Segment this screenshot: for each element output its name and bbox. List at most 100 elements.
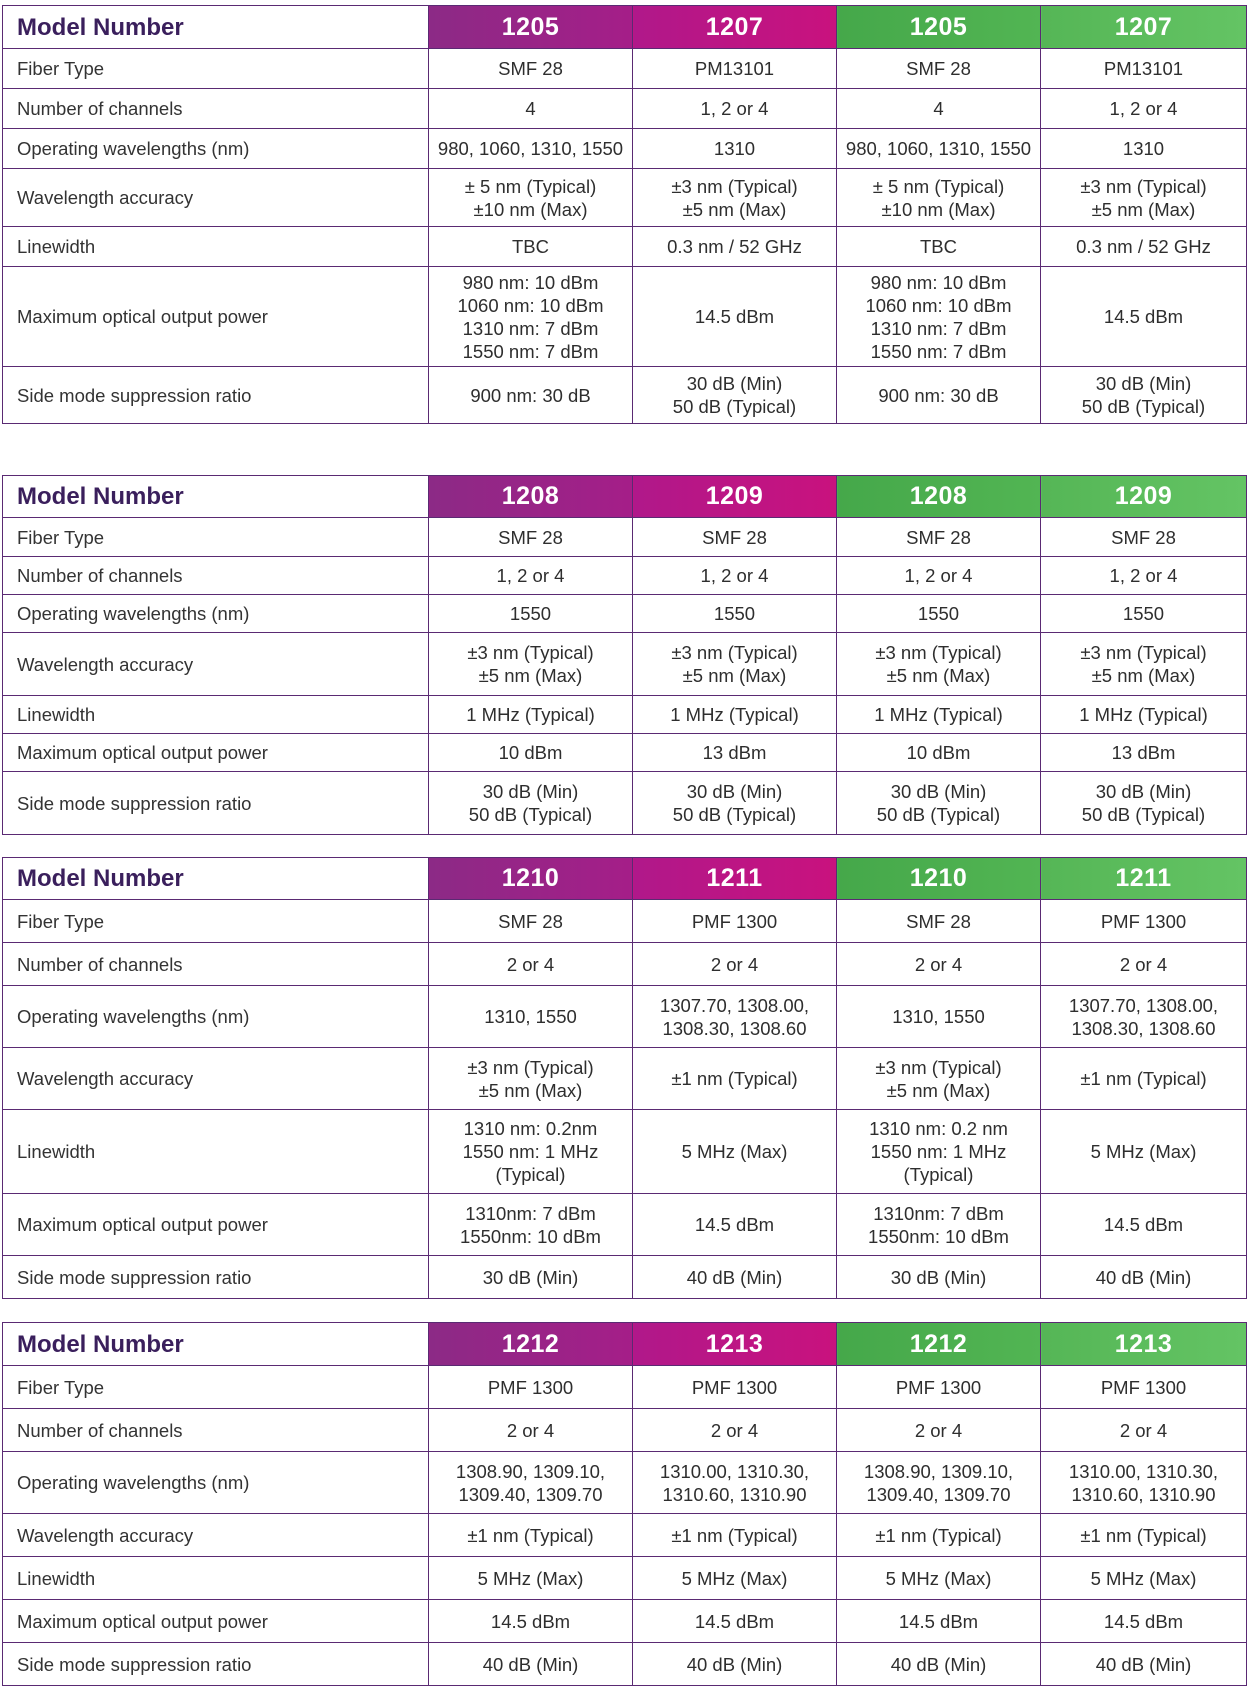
table-cell: PMF 1300 <box>836 1365 1041 1409</box>
table-cell: SMF 28 <box>428 517 633 557</box>
table-cell: 30 dB (Min) 50 dB (Typical) <box>428 771 633 835</box>
table-cell: 1310nm: 7 dBm 1550nm: 10 dBm <box>428 1193 633 1256</box>
row-label: Operating wavelengths (nm) <box>2 985 429 1048</box>
row-label: Maximum optical output power <box>2 266 429 367</box>
table-cell: 1, 2 or 4 <box>1040 88 1247 129</box>
row-label: Fiber Type <box>2 48 429 89</box>
model-header-cell: 1209 <box>1040 475 1247 518</box>
table-row: Fiber Type SMF 28 PM13101 SMF 28 PM13101 <box>2 48 1247 89</box>
table-cell: ±1 nm (Typical) <box>1040 1513 1247 1557</box>
model-header-cell: 1212 <box>836 1322 1041 1366</box>
table-cell: ±3 nm (Typical) ±5 nm (Max) <box>836 632 1041 696</box>
table-row: Wavelength accuracy ±3 nm (Typical) ±5 n… <box>2 632 1247 696</box>
table-cell: 14.5 dBm <box>632 1599 837 1643</box>
table-cell: SMF 28 <box>632 517 837 557</box>
table-cell: PMF 1300 <box>1040 899 1247 943</box>
table-cell: 5 MHz (Max) <box>1040 1109 1247 1194</box>
table-cell: ±3 nm (Typical) ±5 nm (Max) <box>632 168 837 227</box>
table-cell: 5 MHz (Max) <box>632 1556 837 1600</box>
table-row: Number of channels 1, 2 or 4 1, 2 or 4 1… <box>2 556 1247 595</box>
table-cell: 14.5 dBm <box>1040 1193 1247 1256</box>
model-header-cell: 1207 <box>632 5 837 49</box>
table-cell: PMF 1300 <box>632 1365 837 1409</box>
row-label: Linewidth <box>2 1109 429 1194</box>
table-cell: 1310 <box>1040 128 1247 169</box>
model-header-cell: 1208 <box>428 475 633 518</box>
table-cell: 4 <box>836 88 1041 129</box>
table-cell: 40 dB (Min) <box>428 1642 633 1686</box>
table-cell: ±1 nm (Typical) <box>428 1513 633 1557</box>
table-cell: TBC <box>428 226 633 267</box>
table-cell: 30 dB (Min) 50 dB (Typical) <box>632 771 837 835</box>
table-cell: ±3 nm (Typical) ±5 nm (Max) <box>1040 632 1247 696</box>
table-cell: SMF 28 <box>836 48 1041 89</box>
table-cell: 30 dB (Min) <box>836 1255 1041 1299</box>
table-row: Maximum optical output power 14.5 dBm 14… <box>2 1599 1247 1643</box>
table-cell: 1, 2 or 4 <box>428 556 633 595</box>
table-cell: 1550 <box>1040 594 1247 633</box>
table-cell: PM13101 <box>632 48 837 89</box>
table-cell: 4 <box>428 88 633 129</box>
table-cell: ±3 nm (Typical) ±5 nm (Max) <box>632 632 837 696</box>
table-cell: 980 nm: 10 dBm 1060 nm: 10 dBm 1310 nm: … <box>836 266 1041 367</box>
table-cell: SMF 28 <box>1040 517 1247 557</box>
model-header-cell: 1205 <box>428 5 633 49</box>
table-row: Number of channels 2 or 4 2 or 4 2 or 4 … <box>2 1408 1247 1452</box>
table-cell: 40 dB (Min) <box>632 1255 837 1299</box>
table-cell: 2 or 4 <box>1040 1408 1247 1452</box>
table-row: Linewidth 5 MHz (Max) 5 MHz (Max) 5 MHz … <box>2 1556 1247 1600</box>
table-cell: SMF 28 <box>836 517 1041 557</box>
table-cell: 14.5 dBm <box>632 1193 837 1256</box>
table-cell: 2 or 4 <box>428 942 633 986</box>
model-number-label: Model Number <box>2 1322 429 1366</box>
table-cell: 1307.70, 1308.00, 1308.30, 1308.60 <box>1040 985 1247 1048</box>
row-label: Wavelength accuracy <box>2 1047 429 1110</box>
table-cell: 5 MHz (Max) <box>632 1109 837 1194</box>
table-cell: 1307.70, 1308.00, 1308.30, 1308.60 <box>632 985 837 1048</box>
table-cell: SMF 28 <box>836 899 1041 943</box>
table-cell: 2 or 4 <box>836 1408 1041 1452</box>
table-row: Wavelength accuracy ± 5 nm (Typical) ±10… <box>2 168 1247 227</box>
table-cell: 1, 2 or 4 <box>632 556 837 595</box>
model-header-cell: 1211 <box>632 857 837 900</box>
table-cell: ±1 nm (Typical) <box>632 1513 837 1557</box>
table-cell: 30 dB (Min) 50 dB (Typical) <box>1040 771 1247 835</box>
table-cell: 980, 1060, 1310, 1550 <box>836 128 1041 169</box>
table-cell: 980 nm: 10 dBm 1060 nm: 10 dBm 1310 nm: … <box>428 266 633 367</box>
model-header-cell: 1205 <box>836 5 1041 49</box>
table-cell: PMF 1300 <box>632 899 837 943</box>
row-label: Side mode suppression ratio <box>2 771 429 835</box>
row-label: Operating wavelengths (nm) <box>2 128 429 169</box>
row-label: Side mode suppression ratio <box>2 1642 429 1686</box>
table-cell: 1, 2 or 4 <box>1040 556 1247 595</box>
table-cell: 1, 2 or 4 <box>836 556 1041 595</box>
table-cell: 30 dB (Min) 50 dB (Typical) <box>632 366 837 424</box>
table-cell: 1310.00, 1310.30, 1310.60, 1310.90 <box>632 1451 837 1514</box>
table-row: Operating wavelengths (nm) 1550 1550 155… <box>2 594 1247 633</box>
table-cell: 30 dB (Min) 50 dB (Typical) <box>1040 366 1247 424</box>
table-cell: 1310 <box>632 128 837 169</box>
table-cell: 13 dBm <box>1040 733 1247 772</box>
model-header-cell: 1212 <box>428 1322 633 1366</box>
model-header-cell: 1213 <box>1040 1322 1247 1366</box>
model-header-cell: 1213 <box>632 1322 837 1366</box>
row-label: Operating wavelengths (nm) <box>2 594 429 633</box>
table-cell: 2 or 4 <box>836 942 1041 986</box>
table-cell: 40 dB (Min) <box>836 1642 1041 1686</box>
table-cell: SMF 28 <box>428 48 633 89</box>
row-label: Number of channels <box>2 942 429 986</box>
table-cell: ±1 nm (Typical) <box>1040 1047 1247 1110</box>
table-cell: 14.5 dBm <box>428 1599 633 1643</box>
table-row: Wavelength accuracy ±3 nm (Typical) ±5 n… <box>2 1047 1247 1110</box>
model-number-label: Model Number <box>2 857 429 900</box>
table-row: Side mode suppression ratio 40 dB (Min) … <box>2 1642 1247 1686</box>
row-label: Linewidth <box>2 226 429 267</box>
table-cell: 5 MHz (Max) <box>428 1556 633 1600</box>
table-row: Maximum optical output power 1310nm: 7 d… <box>2 1193 1247 1256</box>
model-header-cell: 1210 <box>428 857 633 900</box>
table-cell: 0.3 nm / 52 GHz <box>632 226 837 267</box>
table-cell: 900 nm: 30 dB <box>836 366 1041 424</box>
row-label: Fiber Type <box>2 517 429 557</box>
model-number-label: Model Number <box>2 475 429 518</box>
table-cell: 30 dB (Min) <box>428 1255 633 1299</box>
